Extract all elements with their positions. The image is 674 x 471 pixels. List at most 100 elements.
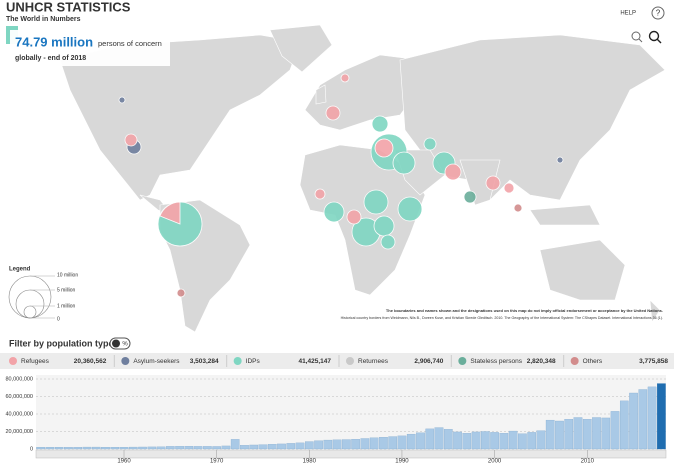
- type-value[interactable]: 41,425,147: [298, 358, 331, 365]
- help-link[interactable]: HELP: [620, 11, 636, 17]
- bar[interactable]: [397, 435, 407, 450]
- bar[interactable]: [286, 443, 296, 450]
- bar[interactable]: [629, 392, 638, 450]
- bar[interactable]: [110, 447, 120, 450]
- bar[interactable]: [193, 446, 203, 450]
- type-swatch[interactable]: [458, 357, 467, 365]
- legend-label: 0: [57, 316, 60, 322]
- bar[interactable]: [582, 419, 592, 450]
- bar[interactable]: [508, 430, 518, 450]
- type-value[interactable]: 2,820,348: [527, 358, 556, 365]
- bar[interactable]: [360, 438, 370, 450]
- bar[interactable]: [638, 389, 648, 450]
- zoom-in[interactable]: [648, 30, 662, 44]
- bar[interactable]: [416, 432, 425, 450]
- bar[interactable]: [156, 446, 166, 450]
- bar[interactable]: [610, 411, 620, 450]
- bar[interactable]: [36, 447, 45, 450]
- bar[interactable]: [555, 420, 564, 450]
- type-swatch[interactable]: [121, 357, 130, 365]
- bar[interactable]: [647, 386, 657, 450]
- bar[interactable]: [388, 436, 398, 450]
- type-value[interactable]: 3,503,284: [190, 358, 219, 365]
- bar[interactable]: [379, 437, 388, 450]
- bar[interactable]: [471, 431, 481, 450]
- bar[interactable]: [490, 432, 499, 450]
- bar[interactable]: [369, 437, 379, 450]
- bar[interactable]: [166, 446, 175, 450]
- type-value[interactable]: 20,360,562: [74, 358, 107, 365]
- bar[interactable]: [82, 446, 92, 450]
- help-button[interactable]: [651, 6, 665, 20]
- bar[interactable]: [657, 383, 666, 450]
- bar[interactable]: [128, 446, 138, 450]
- bar[interactable]: [45, 447, 55, 450]
- type-name[interactable]: Stateless persons: [470, 358, 522, 365]
- bar[interactable]: [138, 446, 147, 450]
- bar[interactable]: [425, 428, 435, 450]
- type-name[interactable]: Asylum-seekers: [133, 358, 180, 365]
- bar[interactable]: [203, 446, 212, 450]
- bar[interactable]: [119, 447, 129, 450]
- type-name[interactable]: IDPs: [246, 358, 261, 365]
- x-tick-label: 2000: [488, 459, 502, 465]
- bar[interactable]: [249, 444, 259, 450]
- zoom-out[interactable]: [631, 31, 643, 43]
- y-tick-label: 80,000,000: [5, 376, 33, 382]
- bar[interactable]: [240, 445, 249, 450]
- bar[interactable]: [184, 446, 194, 450]
- bar[interactable]: [277, 443, 286, 450]
- bar[interactable]: [462, 433, 472, 450]
- bar[interactable]: [453, 431, 462, 450]
- bar[interactable]: [147, 446, 157, 450]
- bar[interactable]: [73, 447, 83, 450]
- bar[interactable]: [230, 439, 240, 450]
- bar[interactable]: [212, 446, 221, 450]
- bar[interactable]: [536, 430, 546, 450]
- bar[interactable]: [295, 442, 305, 450]
- type-name[interactable]: Others: [583, 358, 603, 365]
- headline-sub: globally - end of 2018: [15, 55, 86, 62]
- type-value[interactable]: 2,906,740: [414, 358, 443, 365]
- legend-label: 5 million: [57, 287, 76, 293]
- bar[interactable]: [351, 439, 360, 450]
- bar[interactable]: [258, 444, 268, 450]
- bar[interactable]: [619, 400, 629, 450]
- bar[interactable]: [304, 441, 314, 450]
- type-swatch[interactable]: [9, 357, 17, 365]
- bar[interactable]: [545, 419, 555, 450]
- bar[interactable]: [323, 439, 333, 450]
- bar[interactable]: [573, 417, 583, 450]
- type-value[interactable]: 3,775,858: [639, 358, 668, 365]
- bar[interactable]: [64, 447, 73, 450]
- bar[interactable]: [481, 431, 490, 450]
- bar[interactable]: [564, 419, 574, 450]
- toggle-knob[interactable]: [112, 339, 120, 348]
- bar[interactable]: [314, 440, 323, 450]
- bar[interactable]: [518, 433, 527, 450]
- toggle-label[interactable]: %: [122, 342, 128, 348]
- legend-label: 1 million: [57, 303, 76, 309]
- bar[interactable]: [434, 427, 444, 450]
- y-tick-label: 0: [30, 446, 33, 452]
- bar[interactable]: [54, 447, 64, 450]
- bar[interactable]: [443, 429, 453, 450]
- bar[interactable]: [527, 432, 536, 450]
- bar[interactable]: [332, 439, 342, 450]
- bar[interactable]: [175, 446, 184, 450]
- type-name[interactable]: Refugees: [21, 358, 50, 365]
- bar[interactable]: [499, 433, 509, 450]
- bar[interactable]: [592, 417, 601, 450]
- type-swatch[interactable]: [570, 357, 579, 365]
- bar[interactable]: [601, 417, 611, 450]
- help-icon[interactable]: ?: [656, 9, 661, 18]
- bar[interactable]: [267, 444, 277, 450]
- type-swatch[interactable]: [346, 357, 354, 365]
- bar[interactable]: [91, 446, 101, 450]
- type-swatch[interactable]: [233, 357, 242, 365]
- bar[interactable]: [221, 445, 231, 450]
- type-name[interactable]: Returnees: [358, 358, 389, 365]
- bar[interactable]: [406, 433, 416, 450]
- bar[interactable]: [342, 439, 351, 450]
- bar[interactable]: [101, 447, 110, 450]
